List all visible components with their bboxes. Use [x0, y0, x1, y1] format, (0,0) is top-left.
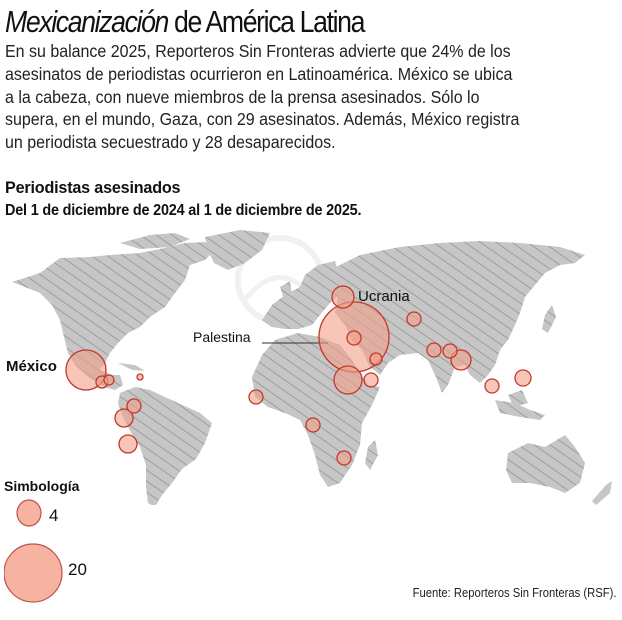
label-mexico: México: [6, 358, 57, 375]
legend-bubble-small-icon: [16, 499, 42, 527]
land-north-america: [12, 242, 215, 390]
bubble-marker: [331, 285, 355, 309]
land-uk: [280, 281, 292, 299]
legend-bubble-large-icon: [4, 543, 63, 603]
lede-line: un periodista secuestrado y 28 desaparec…: [5, 132, 336, 153]
map-subhead: Periodistas asesinados: [5, 178, 181, 197]
legend-label-large: 20: [68, 560, 87, 579]
land-madagascar: [365, 440, 378, 470]
land-southeast-asia-islands: [495, 400, 545, 420]
lede-paragraph: En su balance 2025, Reporteros Sin Front…: [5, 40, 600, 154]
world-map: México Ucrania Palestina: [0, 225, 622, 505]
land-new-zealand: [592, 481, 612, 505]
bubble-marker: [336, 450, 352, 466]
bubble-layer: [65, 285, 532, 466]
lede-line: supera, en el mundo, Gaza, con 29 asesin…: [5, 109, 520, 130]
land-australia: [506, 435, 585, 493]
title-italic: Mexicanización: [5, 4, 169, 39]
label-ucrania: Ucrania: [358, 288, 410, 305]
bubble-marker: [333, 365, 363, 395]
lede-line: asesinatos de periodistas ocurrieron en …: [5, 63, 513, 84]
bubble-marker: [118, 434, 138, 454]
bubble-marker: [484, 378, 500, 394]
legend-label-small: 4: [49, 506, 59, 525]
lede-line: a la cabeza, con nueve miembros de la pr…: [5, 86, 480, 107]
land-caribbean: [118, 363, 145, 371]
land-asia: [330, 241, 585, 393]
bubble-marker: [305, 417, 321, 433]
legend: Simbología 4 20: [4, 478, 87, 603]
bubble-marker: [126, 398, 142, 414]
source-note: Fuente: Reporteros Sin Fronteras (RSF).: [412, 586, 616, 600]
map-period: Del 1 de diciembre de 2024 al 1 de dicie…: [5, 202, 362, 219]
bubble-marker: [346, 330, 362, 346]
bubble-marker: [406, 311, 422, 327]
lede-line: En su balance 2025, Reporteros Sin Front…: [5, 41, 511, 61]
bubble-marker: [363, 372, 379, 388]
land-europe: [262, 261, 345, 329]
bubble-marker: [514, 369, 532, 387]
legend-bubbles: [4, 499, 63, 603]
land-japan: [542, 305, 556, 333]
bubble-marker: [369, 352, 383, 366]
bubble-marker: [442, 343, 458, 359]
bubble-marker: [248, 389, 264, 405]
bubble-marker: [426, 342, 442, 358]
title-rest: de América Latina: [167, 4, 365, 39]
land-borneo: [508, 390, 528, 407]
land-south-america: [118, 387, 212, 505]
legend-title: Simbología: [4, 478, 80, 494]
land-greenland: [205, 230, 270, 270]
label-palestina: Palestina: [193, 329, 251, 345]
bubble-marker: [136, 373, 144, 381]
page-title: Mexicanización de América Latina: [5, 4, 365, 40]
bubble-marker: [103, 374, 115, 386]
bubble-marker: [114, 408, 134, 428]
world-map-svg: [12, 230, 612, 505]
land-arctic-islands: [120, 233, 190, 249]
